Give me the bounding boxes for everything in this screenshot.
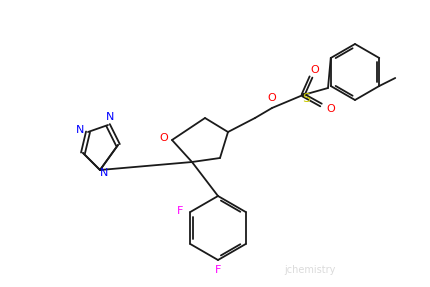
Text: F: F [177, 206, 183, 216]
Text: O: O [310, 65, 319, 75]
Text: N: N [106, 112, 114, 122]
Text: O: O [267, 93, 276, 103]
Text: N: N [100, 168, 108, 178]
Text: jchemistry: jchemistry [284, 265, 335, 275]
Text: S: S [301, 92, 309, 104]
Text: O: O [326, 104, 335, 114]
Text: F: F [214, 265, 221, 275]
Text: N: N [76, 125, 84, 135]
Text: O: O [159, 133, 168, 143]
